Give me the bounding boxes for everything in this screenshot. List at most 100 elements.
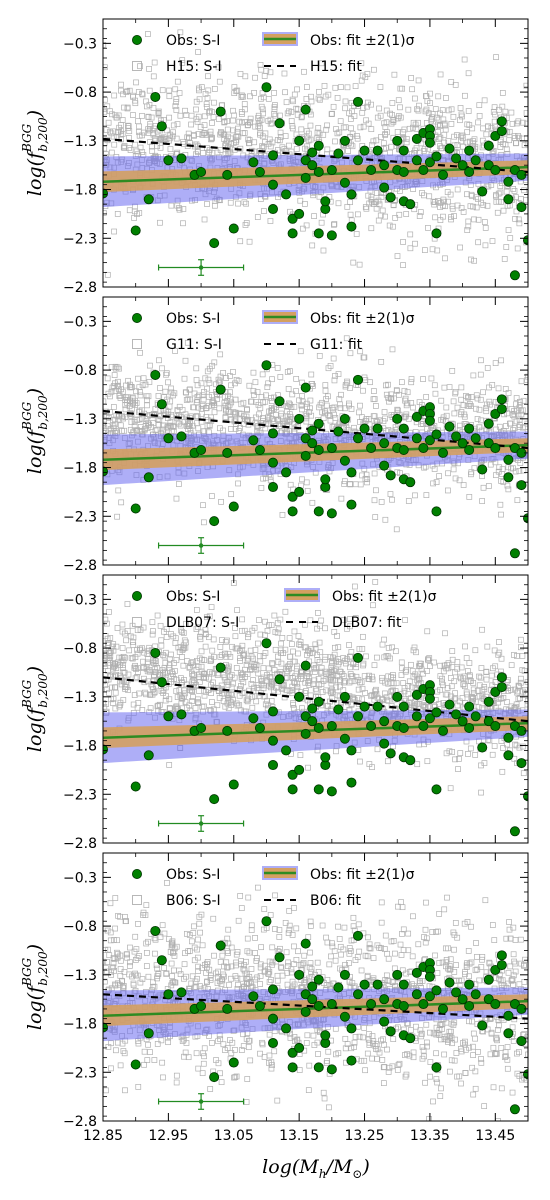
obs-point	[333, 704, 344, 715]
obs-point	[431, 506, 442, 517]
sim-point	[254, 214, 261, 220]
sim-point	[209, 120, 215, 126]
sim-point	[461, 56, 468, 63]
obs-point	[444, 699, 455, 710]
sim-point	[267, 674, 273, 681]
sim-point	[145, 31, 151, 37]
sim-point	[279, 635, 286, 641]
sim-point	[258, 66, 265, 73]
sim-point	[134, 665, 141, 671]
sim-point	[244, 122, 251, 129]
sim-point	[254, 389, 261, 396]
sim-point	[491, 937, 498, 943]
sim-point	[521, 687, 528, 693]
sim-point	[468, 469, 475, 476]
sim-point	[479, 626, 485, 633]
sim-point	[369, 199, 375, 206]
obs-point	[313, 228, 324, 239]
obs-point	[424, 713, 435, 724]
sim-point	[335, 644, 342, 650]
obs-point	[294, 135, 305, 146]
sim-point	[423, 394, 430, 400]
sim-point	[348, 649, 355, 655]
sim-point	[258, 394, 265, 400]
sim-point	[394, 406, 401, 413]
sim-point	[516, 220, 523, 227]
sim-point	[480, 125, 486, 132]
obs-point	[156, 399, 167, 410]
sim-point	[148, 114, 155, 121]
sim-point	[445, 198, 451, 205]
sim-point	[315, 1051, 321, 1057]
sim-point	[268, 1065, 275, 1072]
sim-point	[209, 134, 215, 141]
sim-point	[517, 695, 523, 702]
sim-point	[195, 664, 202, 670]
sim-point	[183, 397, 190, 403]
sim-point	[382, 679, 389, 686]
obs-point	[424, 435, 435, 446]
sim-point	[367, 379, 373, 386]
sim-point	[327, 363, 334, 369]
obs-point	[424, 415, 435, 426]
sim-point	[363, 653, 369, 660]
sim-point	[260, 653, 267, 659]
sim-point	[269, 661, 276, 668]
sim-point	[195, 700, 202, 706]
sim-point	[373, 403, 379, 409]
obs-point	[326, 165, 337, 176]
sim-point	[347, 350, 354, 357]
sim-point	[492, 111, 498, 118]
sim-point	[253, 662, 260, 668]
obs-point	[516, 480, 527, 491]
sim-point	[229, 643, 235, 650]
sim-point	[217, 653, 224, 660]
sim-point	[179, 695, 186, 702]
sim-point	[117, 422, 124, 429]
sim-point	[368, 692, 374, 699]
obs-point	[503, 472, 514, 483]
sim-point	[258, 95, 264, 102]
obs-point	[346, 745, 357, 756]
sim-point	[111, 141, 118, 148]
sim-point	[266, 622, 272, 628]
sim-point	[513, 208, 520, 215]
sim-point	[274, 365, 281, 371]
sim-point	[155, 111, 162, 118]
sim-point	[425, 656, 431, 663]
sim-point	[155, 392, 162, 399]
sim-point	[232, 411, 238, 418]
sim-point	[385, 644, 392, 651]
sim-point	[155, 110, 162, 117]
sim-point	[182, 690, 188, 697]
sim-point	[385, 394, 392, 401]
obs-point	[294, 413, 305, 424]
sim-point	[137, 389, 143, 395]
sim-point	[200, 502, 206, 509]
sim-point	[518, 636, 524, 643]
sim-point	[277, 112, 283, 119]
sim-point	[362, 204, 369, 210]
sim-point	[245, 695, 252, 702]
sim-point	[122, 686, 128, 692]
obs-point	[267, 760, 278, 771]
obs-point	[451, 709, 462, 720]
obs-point	[424, 157, 435, 168]
sim-point	[243, 406, 250, 412]
sim-point	[406, 125, 413, 132]
sim-point	[173, 96, 180, 102]
sim-point	[302, 690, 308, 696]
sim-point	[199, 703, 206, 710]
sim-point	[218, 498, 224, 505]
sim-point	[260, 665, 267, 672]
sim-point	[200, 675, 207, 681]
sim-point	[193, 106, 199, 113]
sim-point	[166, 662, 173, 669]
sim-point	[225, 705, 232, 712]
sim-point	[373, 487, 379, 494]
sim-point	[293, 680, 300, 687]
sim-point	[238, 675, 245, 682]
sim-point	[184, 134, 191, 141]
sim-point	[399, 665, 405, 672]
sim-point	[146, 87, 153, 94]
